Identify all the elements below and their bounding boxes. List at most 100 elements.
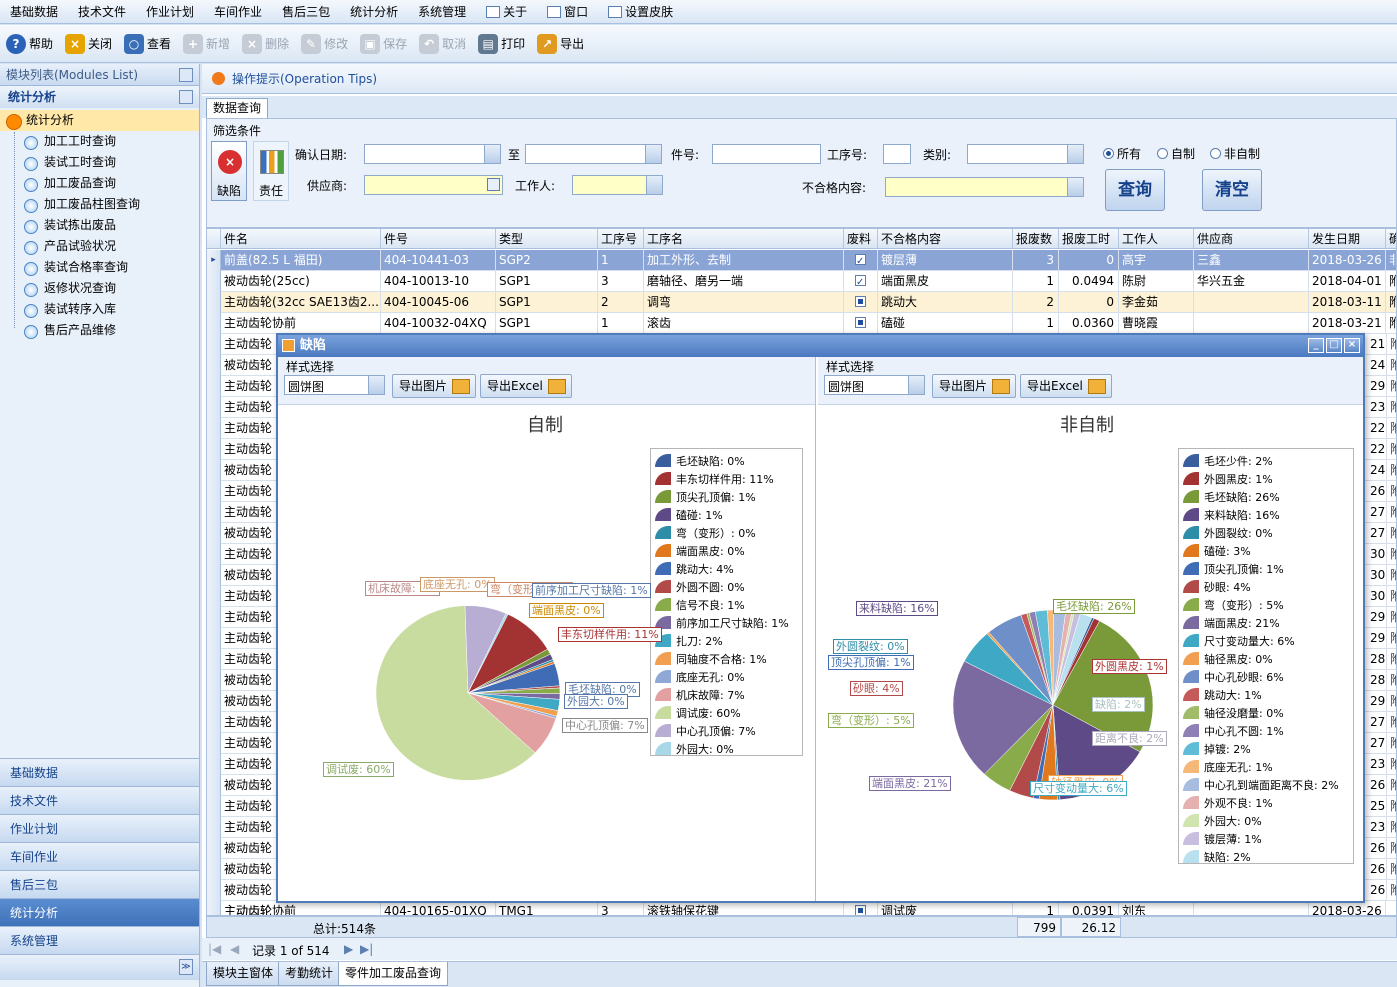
toolbar-button-5[interactable]: ✎ 修改 xyxy=(301,33,348,54)
toolbar-button-6[interactable]: ▣ 保存 xyxy=(360,33,407,54)
toolbar-button-9[interactable]: ↗ 导出 xyxy=(537,33,584,54)
scrap-checkbox[interactable] xyxy=(855,317,866,328)
menu-item-2[interactable]: 作业计划 xyxy=(136,0,204,24)
column-header-8[interactable]: 报废工时 xyxy=(1059,229,1119,249)
menu-item-5[interactable]: 统计分析 xyxy=(340,0,408,24)
toolbar-button-3[interactable]: + 新增 xyxy=(183,33,230,54)
table-row[interactable]: 主动齿轮协前 404-10165-01XQ TMG1 3 滚铁轴保花键 调试废 1 0.039… xyxy=(207,901,1396,915)
tree-item-6[interactable]: 装试合格率查询 xyxy=(0,257,199,278)
radio-non-self-made[interactable]: 非自制 xyxy=(1210,145,1260,162)
maximize-icon[interactable]: □ xyxy=(1326,338,1342,353)
column-header-11[interactable]: 发生日期 xyxy=(1309,229,1386,249)
row-header[interactable] xyxy=(207,691,221,712)
nav-button-3[interactable]: 车间作业 xyxy=(0,842,199,870)
confirm-date-from[interactable] xyxy=(364,144,501,164)
scrap-checkbox[interactable] xyxy=(855,296,866,307)
toolbar-button-7[interactable]: ↶ 取消 xyxy=(419,33,466,54)
row-header[interactable] xyxy=(207,523,221,544)
row-header[interactable] xyxy=(207,838,221,859)
chevron-down-icon[interactable]: ≫ xyxy=(179,959,193,975)
tree-item-0[interactable]: 加工工时查询 xyxy=(0,131,199,152)
row-header[interactable] xyxy=(207,355,221,376)
responsibility-button[interactable]: 责任 xyxy=(253,141,289,201)
row-header[interactable] xyxy=(207,775,221,796)
menu-item-9[interactable]: 设置皮肤 xyxy=(598,0,683,24)
tab-data-query[interactable]: 数据查询 xyxy=(206,98,269,118)
row-header[interactable] xyxy=(207,880,221,901)
tree-item-2[interactable]: 加工废品查询 xyxy=(0,173,199,194)
nav-button-6[interactable]: 系统管理 xyxy=(0,926,199,954)
column-header-7[interactable]: 报废数 xyxy=(1013,229,1059,249)
export-excel-button-self[interactable]: 导出Excel xyxy=(480,374,572,398)
row-header[interactable] xyxy=(207,481,221,502)
row-header[interactable] xyxy=(207,754,221,775)
scrap-checkbox[interactable] xyxy=(855,905,866,915)
row-header[interactable] xyxy=(207,586,221,607)
last-page-icon[interactable]: ▶| xyxy=(360,942,374,956)
row-header[interactable] xyxy=(207,418,221,439)
menu-item-4[interactable]: 售后三包 xyxy=(272,0,340,24)
toolbar-button-1[interactable]: × 关闭 xyxy=(65,33,112,54)
first-page-icon[interactable]: |◀ xyxy=(208,942,222,956)
close-icon[interactable]: × xyxy=(1344,338,1360,353)
column-header-12[interactable]: 确 xyxy=(1386,229,1396,249)
style-select-self[interactable]: 圆饼图 xyxy=(284,375,385,395)
pin-icon[interactable] xyxy=(179,68,193,82)
menu-item-6[interactable]: 系统管理 xyxy=(408,0,476,24)
tree-item-1[interactable]: 装试工时查询 xyxy=(0,152,199,173)
category-select[interactable] xyxy=(967,144,1084,164)
row-header[interactable] xyxy=(207,796,221,817)
row-header[interactable] xyxy=(207,649,221,670)
row-header[interactable] xyxy=(207,544,221,565)
worker-select[interactable] xyxy=(572,175,663,195)
minimize-icon[interactable]: _ xyxy=(1308,338,1324,353)
column-header-3[interactable]: 工序号 xyxy=(598,229,644,249)
nav-button-0[interactable]: 基础数据 xyxy=(0,758,199,786)
search-icon[interactable] xyxy=(487,178,500,191)
row-header[interactable] xyxy=(207,292,221,313)
confirm-date-to[interactable] xyxy=(525,144,662,164)
column-header-5[interactable]: 废料 xyxy=(844,229,878,249)
column-header-1[interactable]: 件号 xyxy=(381,229,496,249)
row-header[interactable] xyxy=(207,271,221,292)
tree-item-7[interactable]: 返修状况查询 xyxy=(0,278,199,299)
row-header[interactable] xyxy=(207,334,221,355)
row-header[interactable] xyxy=(207,901,221,915)
toolbar-button-4[interactable]: × 删除 xyxy=(242,33,289,54)
table-row[interactable]: 主动齿轮(32cc SAE13齿2... 404-10045-06 SGP1 2 调弯跳… xyxy=(207,292,1396,313)
tree-item-9[interactable]: 售后产品维修 xyxy=(0,320,199,341)
tree-item-4[interactable]: 装试拣出废品 xyxy=(0,215,199,236)
table-row[interactable]: 主动齿轮协前 404-10032-04XQ SGP1 1 滚齿 磕碰 1 0.0360 曹晓霞 2… xyxy=(207,313,1396,334)
tree-item-8[interactable]: 装试转序入库 xyxy=(0,299,199,320)
column-header-10[interactable]: 供应商 xyxy=(1194,229,1309,249)
column-header-0[interactable]: 件名 xyxy=(221,229,381,249)
menu-item-8[interactable]: 窗口 xyxy=(537,0,598,24)
query-button[interactable]: 查询 xyxy=(1105,169,1165,211)
nav-button-2[interactable]: 作业计划 xyxy=(0,814,199,842)
column-header-9[interactable]: 工作人 xyxy=(1119,229,1194,249)
column-header-6[interactable]: 不合格内容 xyxy=(878,229,1013,249)
collapse-icon[interactable] xyxy=(179,90,193,104)
radio-self-made[interactable]: 自制 xyxy=(1157,145,1195,162)
tree-root[interactable]: 统计分析 xyxy=(0,110,199,131)
bottom-tab-2[interactable]: 零件加工废品查询 xyxy=(338,962,449,986)
row-header[interactable] xyxy=(207,460,221,481)
export-excel-button-non-self[interactable]: 导出Excel xyxy=(1020,374,1112,398)
row-header[interactable] xyxy=(207,859,221,880)
row-header[interactable] xyxy=(207,670,221,691)
row-header[interactable] xyxy=(207,502,221,523)
row-header[interactable] xyxy=(207,439,221,460)
next-page-icon[interactable]: ▶ xyxy=(344,942,354,956)
row-header[interactable] xyxy=(207,607,221,628)
column-header-4[interactable]: 工序名 xyxy=(644,229,844,249)
row-header[interactable]: ▸ xyxy=(207,250,221,271)
part-no-input[interactable] xyxy=(712,144,821,164)
row-header[interactable] xyxy=(207,376,221,397)
menu-item-0[interactable]: 基础数据 xyxy=(0,0,68,24)
row-header[interactable] xyxy=(207,628,221,649)
radio-all[interactable]: 所有 xyxy=(1103,145,1141,162)
prev-page-icon[interactable]: ◀ xyxy=(230,942,240,956)
section-header[interactable]: 统计分析 xyxy=(0,86,199,108)
